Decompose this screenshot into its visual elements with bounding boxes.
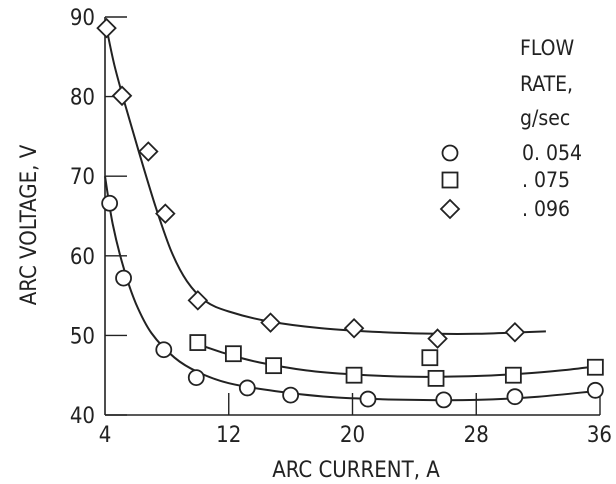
circle-point	[115, 269, 132, 287]
legend-label: . 096	[522, 197, 570, 221]
legend-title-line: g/sec	[520, 106, 570, 130]
legend: FLOW RATE, g/sec 0. 054 . 075 . 096	[439, 36, 582, 221]
diamond-point	[138, 141, 159, 162]
circle-point	[187, 369, 205, 386]
circle-point	[238, 379, 256, 397]
y-tick-label: 60	[70, 245, 95, 270]
x-tick-label: 12	[216, 423, 241, 448]
square-point	[265, 357, 283, 375]
diamond-point	[96, 17, 117, 39]
circle-point	[155, 341, 173, 359]
series-curve-square	[197, 343, 596, 378]
y-tick-label: 40	[70, 404, 95, 429]
legend-square-icon	[441, 171, 459, 189]
legend-label: 0. 054	[522, 141, 582, 165]
y-tick-label: 50	[70, 324, 95, 349]
square-point	[504, 366, 522, 384]
square-point	[427, 369, 445, 387]
square-point	[421, 349, 439, 367]
diamond-point	[427, 328, 448, 349]
circle-point	[282, 386, 300, 404]
diamond-point	[343, 317, 365, 339]
circle-point	[101, 194, 119, 212]
legend-label: . 075	[522, 168, 570, 192]
y-tick-label: 80	[70, 86, 95, 111]
circle-point	[506, 388, 524, 406]
data-markers	[96, 17, 604, 409]
y-tick-label: 90	[70, 6, 95, 31]
series-curve-diamond	[105, 27, 546, 336]
x-tick-label: 20	[340, 423, 365, 448]
square-point	[345, 366, 363, 384]
axes	[104, 16, 601, 416]
legend-title-line: RATE,	[520, 72, 573, 96]
circle-point	[435, 391, 453, 409]
x-tick-label: 4	[99, 423, 112, 448]
x-tick-label: 36	[587, 423, 612, 448]
y-axis-title: ARC VOLTAGE, V	[17, 144, 42, 305]
diamond-point	[155, 203, 176, 224]
square-point	[189, 334, 207, 351]
legend-circle-icon	[441, 144, 459, 162]
diamond-point	[111, 85, 133, 107]
x-tick-label: 28	[464, 423, 489, 448]
diamond-point	[260, 312, 281, 333]
diamond-point	[504, 321, 526, 343]
square-point	[586, 358, 604, 376]
legend-title-line: FLOW	[520, 36, 575, 60]
circle-point	[586, 381, 604, 399]
x-axis-title: ARC CURRENT, A	[272, 458, 440, 483]
square-point	[224, 345, 242, 363]
legend-diamond-icon	[439, 198, 461, 220]
tick-labels: 40 50 60 70 80 90 4 12 20 28 36	[70, 6, 612, 448]
y-tick-label: 70	[70, 165, 95, 190]
diamond-point	[187, 290, 209, 311]
circle-point	[359, 390, 377, 408]
